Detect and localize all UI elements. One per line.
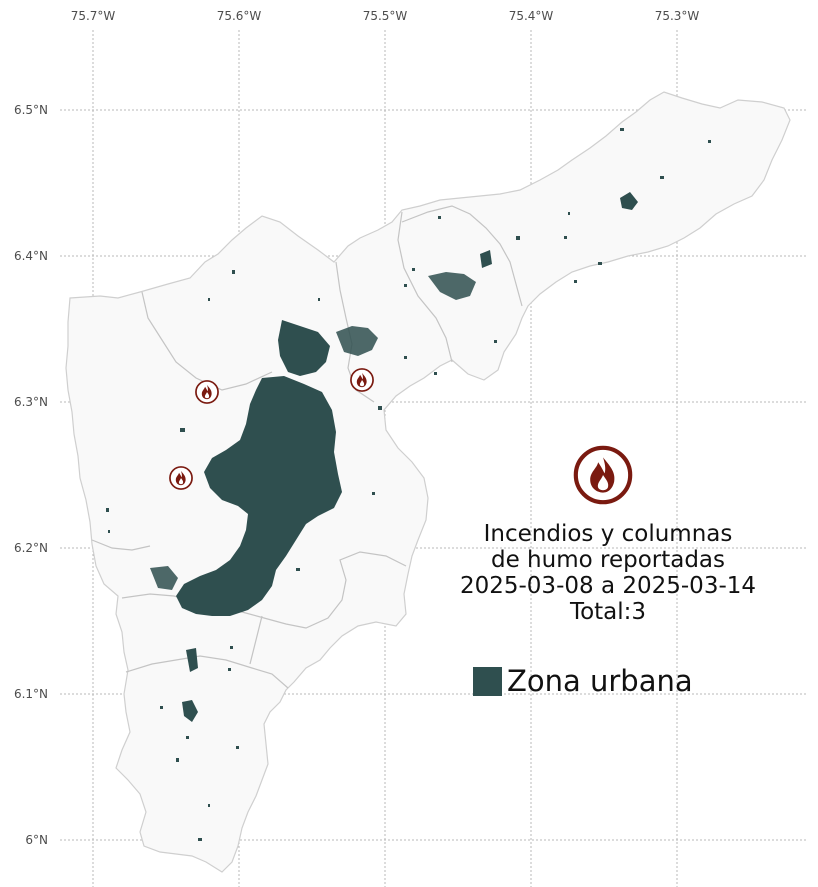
legend-title-line: de humo reportadas xyxy=(490,547,726,573)
x-tick-labels: 75.7°W 75.6°W 75.5°W 75.4°W 75.3°W xyxy=(71,9,700,23)
y-tick-label: 6.4°N xyxy=(14,249,48,263)
urban-zone xyxy=(176,376,342,616)
urban-zone xyxy=(150,566,178,590)
legend: Zona urbana xyxy=(473,664,693,698)
x-tick-label: 75.7°W xyxy=(71,9,116,23)
x-tick-label: 75.6°W xyxy=(217,9,262,23)
urban-zone xyxy=(278,320,330,376)
urban-zone xyxy=(186,648,198,672)
urban-specks xyxy=(106,128,711,841)
municipality-boundary xyxy=(141,291,273,391)
fire-icon[interactable] xyxy=(169,466,193,490)
legend-title: Incendios y columnas de humo reportadas … xyxy=(432,521,784,625)
municipality-boundary xyxy=(401,205,523,307)
legend-label: Zona urbana xyxy=(507,664,693,698)
urban-zones xyxy=(106,128,711,841)
y-tick-labels: 6.5°N 6.4°N 6.3°N 6.2°N 6.1°N 6°N xyxy=(14,103,48,847)
fire-icon xyxy=(573,445,633,505)
y-tick-label: 6.2°N xyxy=(14,541,48,555)
legend-title-line: Incendios y columnas xyxy=(483,521,733,547)
x-tick-label: 75.4°W xyxy=(509,9,554,23)
urban-zone xyxy=(428,272,476,300)
municipality-boundary xyxy=(397,211,453,363)
urban-zone xyxy=(480,250,492,268)
y-tick-label: 6.1°N xyxy=(14,687,48,701)
municipality-boundary xyxy=(249,615,263,665)
legend-swatch xyxy=(473,666,502,696)
y-tick-label: 6.3°N xyxy=(14,395,48,409)
fire-icon[interactable] xyxy=(350,368,374,392)
urban-zone xyxy=(336,326,378,356)
urban-zone xyxy=(620,192,638,210)
x-tick-label: 75.3°W xyxy=(655,9,700,23)
legend-title-line: Total:3 xyxy=(569,599,647,625)
municipality-boundary xyxy=(91,539,151,551)
region-outline xyxy=(65,91,791,873)
municipality-boundary xyxy=(125,655,289,689)
y-tick-label: 6.5°N xyxy=(14,103,48,117)
legend-title-line: 2025-03-08 a 2025-03-14 xyxy=(459,573,757,599)
x-tick-label: 75.5°W xyxy=(363,9,408,23)
municipalities xyxy=(65,91,791,873)
urban-zone xyxy=(182,700,198,722)
y-tick-label: 6°N xyxy=(25,833,48,847)
fire-icon[interactable] xyxy=(195,380,219,404)
